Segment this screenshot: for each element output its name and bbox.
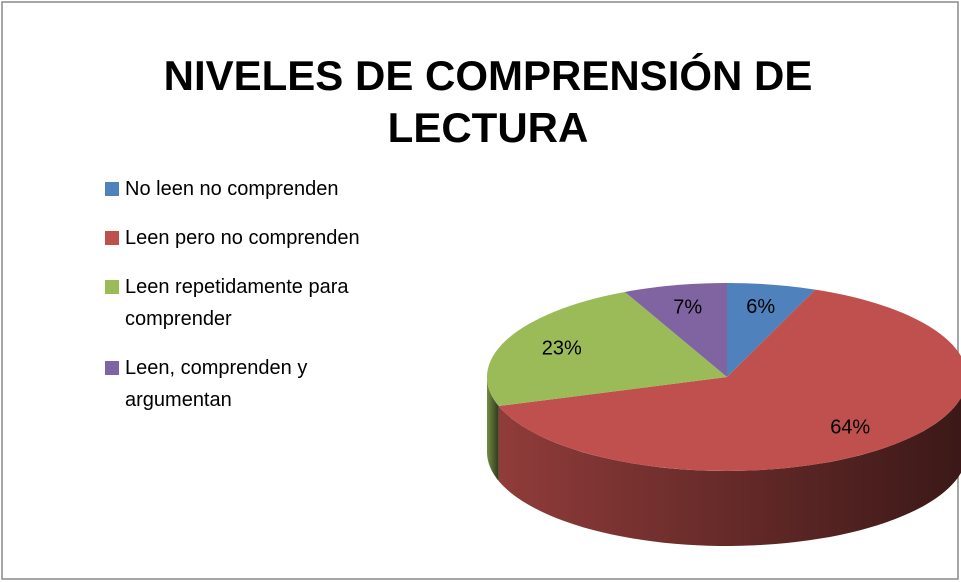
- legend-item: Leen pero no comprenden: [105, 222, 385, 254]
- pie-side: [498, 397, 961, 546]
- pie-slice: [486, 291, 727, 407]
- data-label: 6%: [746, 296, 775, 318]
- legend-swatch: [105, 231, 119, 245]
- pie-slice: [727, 283, 816, 377]
- data-label: 23%: [542, 337, 582, 359]
- legend: No leen no comprenden Leen pero no compre…: [105, 173, 385, 433]
- pie-slice: [624, 283, 727, 377]
- legend-item: Leen repetidamente para comprender: [105, 271, 385, 335]
- legend-item: No leen no comprenden: [105, 173, 385, 205]
- chart-title-line-1: NIVELES DE COMPRENSIÓN DE: [164, 51, 813, 99]
- legend-swatch: [105, 280, 119, 294]
- pie-side: [487, 377, 499, 481]
- data-label: 64%: [830, 417, 870, 439]
- legend-swatch: [105, 182, 119, 196]
- data-label: 7%: [673, 296, 702, 318]
- legend-label: Leen, comprenden y argumentan: [125, 357, 308, 411]
- legend-label: Leen repetidamente para comprender: [125, 276, 349, 330]
- chart-title-line-2: LECTURA: [388, 104, 589, 151]
- legend-swatch: [105, 361, 119, 375]
- legend-label: No leen no comprenden: [125, 178, 339, 200]
- pie-slice: [498, 289, 961, 471]
- legend-item: Leen, comprenden y argumentan: [105, 352, 385, 416]
- legend-label: Leen pero no comprenden: [125, 227, 360, 249]
